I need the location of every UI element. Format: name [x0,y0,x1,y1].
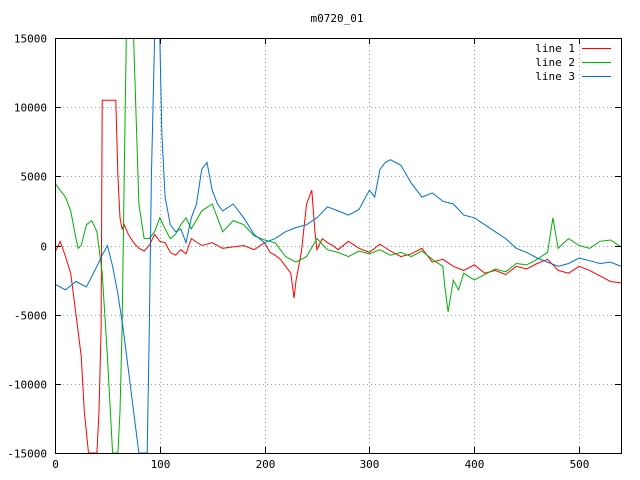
x-tick-label: 200 [256,458,276,471]
series-line-3 [55,38,621,453]
y-tick-label: -5000 [14,310,47,323]
series-line-1 [55,99,621,453]
y-tick-label: -15000 [7,448,47,461]
x-tick-label: 100 [151,458,171,471]
legend-label-2: line 2 [535,56,575,69]
x-tick-label: 400 [465,458,485,471]
axis-ticks: 0 100 200 300 400 500 -15000 -10000 -5000 0 5000 10… [7,33,621,471]
y-tick-label: -10000 [7,379,47,392]
chart-title: m0720_01 [311,12,364,25]
x-tick-label: 300 [360,458,380,471]
y-tick-label: 10000 [14,102,47,115]
series-line-2 [55,38,621,453]
x-tick-label: 500 [570,458,590,471]
grid-lines [55,38,621,453]
y-tick-label: 0 [40,241,47,254]
plot-frame [55,38,622,454]
y-tick-label: 15000 [14,33,47,46]
series-lines [55,38,621,453]
legend-label-3: line 3 [535,70,575,83]
x-tick-label: 0 [52,458,59,471]
legend-label-1: line 1 [535,42,575,55]
y-tick-label: 5000 [21,171,48,184]
